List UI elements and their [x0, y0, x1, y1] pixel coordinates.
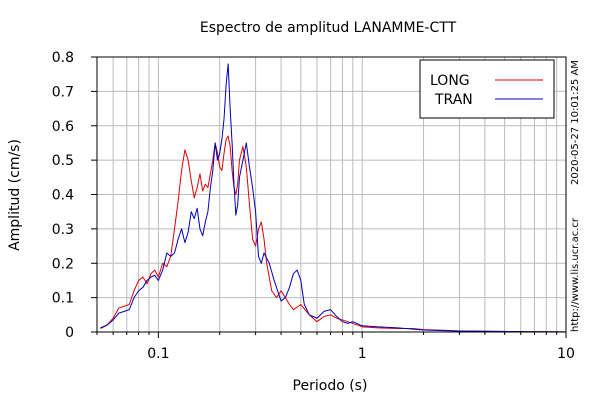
series-line-tran: [100, 63, 567, 333]
timestamp-label: 2020-05-27 10:01:25 AM: [570, 60, 581, 185]
y-tick-label: 0.6: [52, 119, 74, 135]
y-tick-label: 0.3: [52, 222, 74, 238]
x-axis-label: Periodo (s): [293, 378, 368, 394]
legend-box: [419, 59, 555, 119]
y-tick-label: 0.2: [52, 256, 74, 272]
y-tick-label: 0.4: [52, 188, 74, 204]
chart-title: Espectro de amplitud LANAMME-CTT: [200, 20, 457, 36]
x-tick-label: 1: [358, 346, 367, 362]
x-tick-label: 10: [557, 346, 575, 362]
source-url-label: http://www.lis.ucr.ac.cr: [570, 217, 581, 332]
grid: [96, 56, 566, 333]
legend-label-tran: TRAN: [434, 92, 473, 108]
x-tick-label: 0.1: [147, 346, 169, 362]
axis-ticks: 0.1 1 10 0 0.1 0.2 0.3 0.4 0.5 0.6 0.7 0.8: [52, 50, 575, 362]
y-tick-label: 0.7: [52, 84, 74, 100]
y-tick-label: 0.8: [52, 50, 74, 66]
series-line-long: [100, 135, 567, 333]
y-tick-label: 0: [65, 325, 74, 341]
y-tick-label: 0.1: [52, 291, 74, 307]
series-lines: [100, 63, 567, 333]
legend-label-long: LONG: [430, 73, 470, 89]
legend: LONG TRAN: [419, 59, 555, 119]
y-axis-label: Amplitud (cm/s): [7, 139, 23, 251]
y-tick-label: 0.5: [52, 153, 74, 169]
